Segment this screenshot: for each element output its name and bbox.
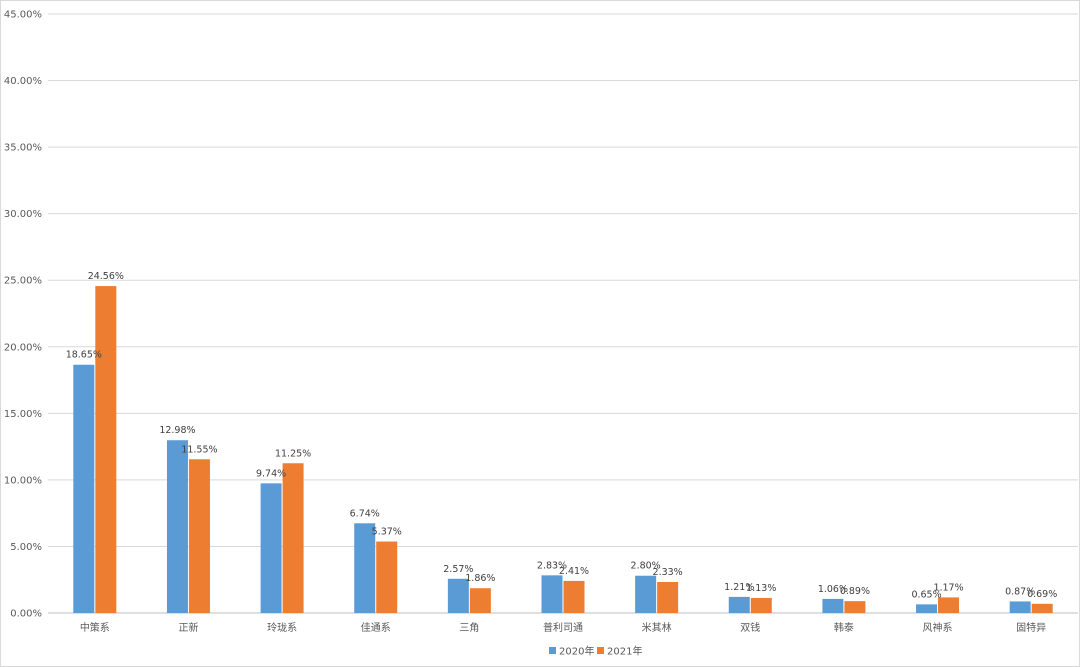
x-category-label: 米其林: [642, 621, 672, 634]
data-label: 6.74%: [350, 508, 380, 519]
y-tick-label: 40.00%: [4, 76, 42, 87]
data-label: 1.17%: [933, 582, 963, 593]
bar-series-2: [469, 588, 491, 613]
bar-series-1: [73, 364, 95, 613]
y-tick-label: 45.00%: [4, 10, 42, 21]
data-label: 18.65%: [66, 350, 102, 361]
bar-series-2: [563, 580, 585, 613]
bar-series-1: [916, 604, 938, 613]
data-label: 12.98%: [159, 425, 195, 436]
data-label: 2.57%: [443, 564, 473, 575]
data-label: 11.25%: [275, 448, 311, 459]
x-category-label: 正新: [178, 621, 198, 634]
data-labels: 18.65% 24.56% 12.98% 11.55% 9.74% 11.25% 6.74%…: [66, 271, 1058, 600]
data-label: 0.65%: [911, 589, 941, 600]
x-category-label: 固特异: [1016, 622, 1046, 634]
y-tick-label: 0.00%: [10, 609, 42, 620]
x-category-label: 中策系: [80, 621, 110, 634]
data-label: 1.13%: [746, 583, 776, 594]
y-tick-label: 5.00%: [10, 542, 42, 553]
y-axis-ticks: 0.00% 5.00% 10.00% 15.00% 20.00% 25.00% 30.00%…: [4, 10, 42, 620]
y-tick-label: 20.00%: [4, 342, 42, 353]
bar-series-2: [1031, 603, 1053, 613]
bar-series-2: [95, 286, 117, 613]
x-category-label: 三角: [459, 622, 479, 634]
data-label: 2.33%: [653, 567, 683, 578]
y-tick-label: 25.00%: [4, 276, 42, 287]
x-category-label: 双钱: [740, 621, 760, 634]
bar-series-2: [188, 459, 210, 613]
bar-series-1: [166, 440, 188, 613]
data-label: 11.55%: [181, 444, 217, 455]
y-tick-label: 15.00%: [4, 409, 42, 420]
bars: [73, 286, 1053, 613]
y-tick-label: 10.00%: [4, 475, 42, 486]
bar-series-1: [260, 483, 282, 613]
x-category-label: 风神系: [923, 621, 953, 634]
bar-series-2: [282, 463, 304, 613]
bar-series-2: [376, 541, 398, 613]
x-category-label: 普利司通: [543, 621, 583, 634]
legend-label: 2020年: [559, 645, 594, 658]
bar-series-1: [635, 575, 657, 613]
bar-series-2: [938, 597, 960, 613]
bar-series-1: [541, 575, 563, 613]
bar-series-1: [354, 523, 376, 613]
data-label: 1.86%: [465, 573, 495, 584]
data-label: 0.89%: [840, 586, 870, 597]
bar-series-1: [822, 598, 844, 613]
bar-series-2: [844, 601, 866, 613]
bar-series-1: [447, 578, 469, 613]
legend-label: 2021年: [607, 645, 642, 658]
bar-series-1: [728, 596, 750, 613]
data-label: 0.87%: [1005, 586, 1035, 597]
data-label: 24.56%: [88, 271, 124, 282]
y-tick-label: 35.00%: [4, 143, 42, 154]
x-category-label: 佳通系: [361, 621, 391, 634]
x-axis-categories: 中策系 正新 玲珑系 佳通系 三角 普利司通 米其林 双钱 韩泰 风神系 固特异: [80, 621, 1046, 634]
data-label: 2.83%: [537, 560, 567, 571]
data-label: 2.80%: [631, 561, 661, 572]
legend-swatch: [597, 647, 604, 654]
y-tick-label: 30.00%: [4, 209, 42, 220]
data-label: 0.69%: [1027, 589, 1057, 600]
gridlines: [48, 13, 1078, 614]
data-label: 5.37%: [372, 527, 402, 538]
data-label: 1.06%: [818, 584, 848, 595]
legend-swatch: [549, 647, 556, 654]
x-category-label: 韩泰: [834, 621, 854, 634]
bar-series-1: [1009, 601, 1031, 613]
data-label: 9.74%: [256, 468, 286, 479]
data-label: 2.41%: [559, 566, 589, 577]
bar-series-2: [657, 581, 679, 613]
bar-series-2: [750, 597, 772, 613]
legend: 2020年 2021年: [549, 645, 642, 658]
x-category-label: 玲珑系: [267, 622, 297, 634]
data-label: 1.21%: [724, 582, 754, 593]
